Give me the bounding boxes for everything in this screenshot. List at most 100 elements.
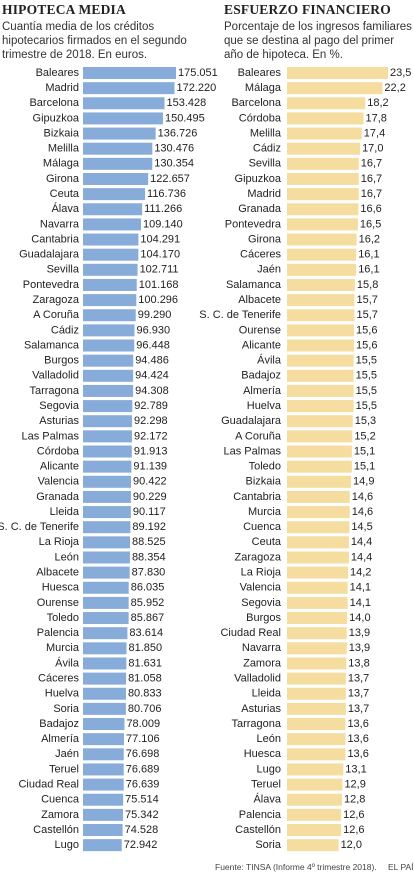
value-label: 76.639	[126, 778, 160, 790]
bar	[83, 445, 132, 458]
value-label: 81.058	[128, 673, 162, 685]
category-label: Jaén	[55, 748, 79, 760]
bar	[287, 415, 353, 428]
bar	[83, 718, 125, 731]
bar	[287, 612, 348, 625]
bar	[83, 278, 137, 291]
category-label: Granada	[36, 491, 80, 503]
category-label: Navarra	[40, 218, 80, 230]
bar	[83, 233, 139, 246]
value-label: 16,6	[360, 203, 381, 215]
category-label: Guadalajara	[19, 249, 80, 261]
category-label: Baleares	[36, 67, 80, 79]
bar	[83, 687, 126, 700]
bar	[83, 142, 153, 155]
source: Fuente: TINSA (Informe 4º trimestre 2018…	[215, 862, 377, 872]
chart-title: ESFUERZO FINANCIERO	[224, 2, 391, 17]
chart-subtitle: Cuantía media de los créditos hipotecari…	[2, 21, 187, 61]
value-label: 104.170	[140, 249, 180, 261]
value-label: 88.354	[132, 551, 166, 563]
value-label: 14,4	[351, 551, 372, 563]
category-label: Valladolid	[234, 673, 281, 685]
category-label: Segovia	[241, 597, 282, 609]
bar	[287, 657, 347, 670]
category-label: Palencia	[239, 809, 282, 821]
value-label: 14,6	[352, 506, 373, 518]
bar	[287, 369, 354, 382]
bar	[287, 566, 349, 579]
bar	[83, 188, 146, 201]
bar	[83, 536, 131, 549]
category-label: Málaga	[43, 158, 80, 170]
bar	[83, 824, 123, 836]
bar	[83, 506, 131, 519]
value-label: 16,2	[359, 233, 380, 245]
bar	[287, 112, 364, 125]
value-label: 14,2	[350, 567, 371, 579]
category-label: La Rioja	[241, 567, 282, 579]
value-label: 13,7	[348, 673, 369, 685]
value-label: 15,6	[356, 324, 377, 336]
bar	[287, 263, 357, 276]
value-label: 12,0	[341, 839, 362, 851]
category-label: Ourense	[239, 324, 281, 336]
category-label: Soria	[255, 839, 282, 851]
bar	[83, 430, 132, 443]
category-label: Barcelona	[231, 97, 281, 109]
bar	[83, 657, 127, 670]
value-label: 104.291	[140, 233, 180, 245]
category-label: Huesca	[42, 582, 80, 594]
value-label: 14,1	[350, 582, 371, 594]
category-label: Bizkaia	[246, 476, 282, 488]
value-label: 92.789	[134, 400, 168, 412]
value-label: 92.298	[134, 415, 168, 427]
bar	[83, 521, 131, 534]
category-label: Pontevedra	[225, 218, 282, 230]
category-label: Guadalajara	[221, 415, 282, 427]
value-label: 15,1	[354, 445, 375, 457]
value-label: 13,6	[347, 748, 368, 760]
value-label: 94.486	[135, 355, 169, 367]
category-label: Ourense	[37, 597, 79, 609]
value-label: 80.833	[128, 688, 162, 700]
category-label: Madrid	[45, 82, 79, 94]
bar	[287, 157, 359, 170]
bar	[287, 672, 346, 685]
bar	[83, 642, 127, 655]
value-label: 15,5	[356, 385, 377, 397]
value-label: 90.117	[133, 506, 166, 518]
category-label: Girona	[46, 173, 80, 185]
bar	[83, 748, 124, 761]
category-label: Álava	[51, 202, 79, 215]
category-label: Soria	[53, 703, 80, 715]
bar	[287, 824, 342, 836]
category-label: Lleida	[50, 506, 80, 518]
value-label: 96.930	[136, 324, 170, 336]
value-label: 12,8	[344, 794, 365, 806]
category-label: Valencia	[38, 476, 80, 488]
bar	[287, 354, 354, 367]
bar	[83, 793, 124, 806]
category-label: Teruel	[49, 763, 79, 775]
value-label: 81.850	[128, 642, 162, 654]
value-label: 136.726	[158, 127, 198, 139]
value-label: 111.266	[144, 203, 182, 215]
value-label: 17,4	[364, 127, 385, 139]
category-label: Zaragoza	[235, 551, 282, 563]
value-label: 102.711	[140, 264, 179, 276]
bar	[287, 627, 347, 640]
category-label: Granada	[238, 203, 282, 215]
category-label: Girona	[248, 233, 282, 245]
bar	[287, 324, 355, 337]
category-label: Cáceres	[240, 249, 281, 261]
value-label: 72.942	[124, 839, 158, 851]
value-label: 13,9	[349, 627, 370, 639]
value-label: 100.296	[138, 294, 178, 306]
bar	[287, 430, 353, 443]
value-label: 109.140	[143, 218, 183, 230]
bar	[287, 278, 355, 291]
category-label: A Coruña	[235, 430, 282, 442]
bar	[287, 536, 349, 549]
bar	[287, 702, 346, 715]
category-label: Cádiz	[253, 143, 281, 155]
